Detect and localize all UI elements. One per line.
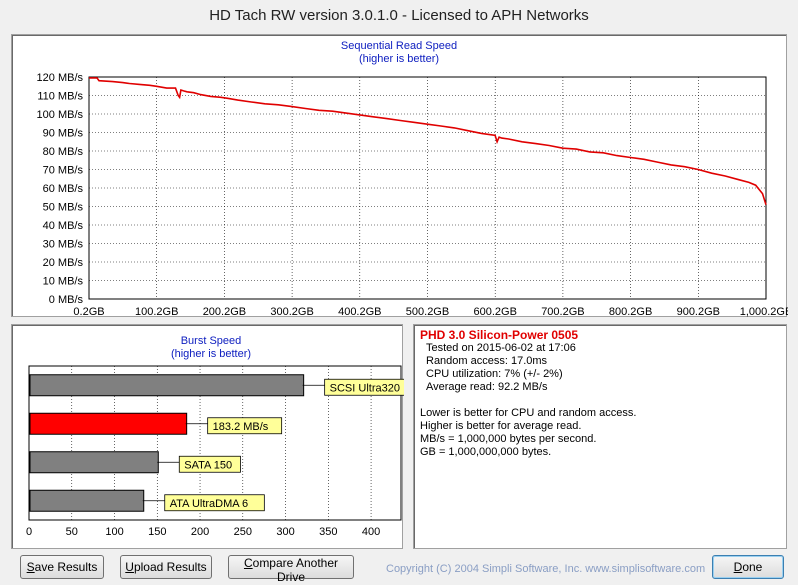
seq-y-tick-label: 80 MB/s xyxy=(43,146,84,158)
sequential-read-chart: Sequential Read Speed (higher is better)… xyxy=(37,40,793,318)
note-higher-better: Higher is better for average read. xyxy=(420,420,582,432)
seq-x-tick-label: 200.2GB xyxy=(203,306,246,318)
seq-x-tick-label: 700.2GB xyxy=(541,306,584,318)
seq-y-tick-label: 60 MB/s xyxy=(43,183,84,195)
seq-x-tick-label: 0.2GB xyxy=(73,306,104,318)
burst-bar-label: ATA UltraDMA 6 xyxy=(170,498,248,510)
seq-y-tick-label: 50 MB/s xyxy=(43,202,84,214)
burst-label-box xyxy=(178,455,241,473)
compare-label: ompare Another Drive xyxy=(252,556,339,584)
seq-x-tick-label: 100.2GB xyxy=(135,306,178,318)
burst-x-tick-label: 250 xyxy=(234,526,252,538)
burst-x-tick-label: 350 xyxy=(319,526,337,538)
cpu-utilization: CPU utilization: 7% (+/- 2%) xyxy=(426,368,563,380)
done-label: one xyxy=(742,560,763,574)
seq-y-tick-label: 90 MB/s xyxy=(43,128,84,140)
burst-bar xyxy=(29,451,159,474)
burst-chart-title: Burst Speed xyxy=(181,335,242,347)
drive-name: PHD 3.0 Silicon-Power 0505 xyxy=(420,328,579,342)
burst-bar-label: 183.2 MB/s xyxy=(213,421,269,433)
upload-results-label: pload Results xyxy=(133,560,207,574)
burst-speed-panel: Burst Speed (higher is better) SCSI Ultr… xyxy=(11,324,419,549)
burst-bar xyxy=(29,489,145,512)
seq-y-tick-label: 70 MB/s xyxy=(43,165,84,177)
burst-speed-chart: Burst Speed (higher is better) SCSI Ultr… xyxy=(26,335,419,538)
done-accel: D xyxy=(733,560,743,574)
window-title: HD Tach RW version 3.0.1.0 - Licensed to… xyxy=(209,6,589,24)
burst-bar-label: SATA 150 xyxy=(184,459,232,471)
burst-x-tick-label: 100 xyxy=(105,526,123,538)
upload-results-button[interactable]: Upload Results xyxy=(120,555,212,579)
seq-x-tick-label: 300.2GB xyxy=(270,306,313,318)
compare-another-drive-button[interactable]: Compare Another Drive xyxy=(228,555,354,584)
burst-bar-label: SCSI Ultra320 xyxy=(330,382,400,394)
window-title-bar: HD Tach RW version 3.0.1.0 - Licensed to… xyxy=(0,0,798,30)
seq-x-tick-label: 600.2GB xyxy=(473,306,516,318)
seq-plot-border xyxy=(88,76,767,300)
seq-y-tick-label: 40 MB/s xyxy=(43,220,84,232)
seq-read-line xyxy=(89,77,767,205)
burst-x-tick-label: 150 xyxy=(148,526,166,538)
burst-bar xyxy=(29,374,305,397)
sequential-read-panel: Sequential Read Speed (higher is better)… xyxy=(11,34,793,318)
burst-x-tick-label: 400 xyxy=(362,526,380,538)
seq-x-tick-label: 1,000.2GB xyxy=(740,306,788,318)
burst-chart-subtitle: (higher is better) xyxy=(171,348,251,360)
save-results-button[interactable]: Save Results xyxy=(20,555,104,579)
seq-y-tick-label: 120 MB/s xyxy=(37,72,84,84)
seq-y-tick-label: 30 MB/s xyxy=(43,239,84,251)
seq-x-tick-label: 800.2GB xyxy=(609,306,652,318)
burst-label-box xyxy=(207,417,283,435)
compare-accel: C xyxy=(243,556,253,570)
seq-y-tick-label: 110 MB/s xyxy=(37,91,83,103)
note-mbs-definition: MB/s = 1,000,000 bytes per second. xyxy=(420,433,597,445)
upload-results-accel: U xyxy=(125,560,134,574)
seq-y-tick-label: 0 MB/s xyxy=(49,294,84,306)
save-results-accel: S xyxy=(26,560,35,574)
burst-plot-border xyxy=(28,365,402,521)
seq-chart-title: Sequential Read Speed xyxy=(341,40,457,52)
burst-label-box xyxy=(164,494,265,512)
seq-y-tick-label: 20 MB/s xyxy=(43,257,84,269)
burst-bar xyxy=(29,412,188,435)
copyright-text: Copyright (C) 2004 Simpli Software, Inc.… xyxy=(386,563,706,575)
burst-x-tick-label: 300 xyxy=(276,526,294,538)
average-read: Average read: 92.2 MB/s xyxy=(426,381,548,393)
seq-y-tick-label: 10 MB/s xyxy=(43,276,84,288)
results-info-panel: PHD 3.0 Silicon-Power 0505 Tested on 201… xyxy=(413,324,787,549)
note-gb-definition: GB = 1,000,000,000 bytes. xyxy=(420,446,552,458)
seq-chart-subtitle: (higher is better) xyxy=(359,53,439,65)
burst-x-tick-label: 200 xyxy=(191,526,209,538)
save-results-label: ave Results xyxy=(34,560,98,574)
seq-x-tick-label: 400.2GB xyxy=(338,306,381,318)
burst-x-tick-label: 0 xyxy=(26,526,32,538)
seq-x-tick-label: 500.2GB xyxy=(406,306,449,318)
burst-x-tick-label: 50 xyxy=(66,526,78,538)
done-button[interactable]: Done xyxy=(712,555,784,579)
seq-x-tick-label: 900.2GB xyxy=(677,306,720,318)
random-access: Random access: 17.0ms xyxy=(426,355,548,367)
seq-y-tick-label: 100 MB/s xyxy=(37,109,84,121)
tested-date: Tested on 2015-06-02 at 17:06 xyxy=(426,342,576,354)
note-lower-better: Lower is better for CPU and random acces… xyxy=(420,407,637,419)
